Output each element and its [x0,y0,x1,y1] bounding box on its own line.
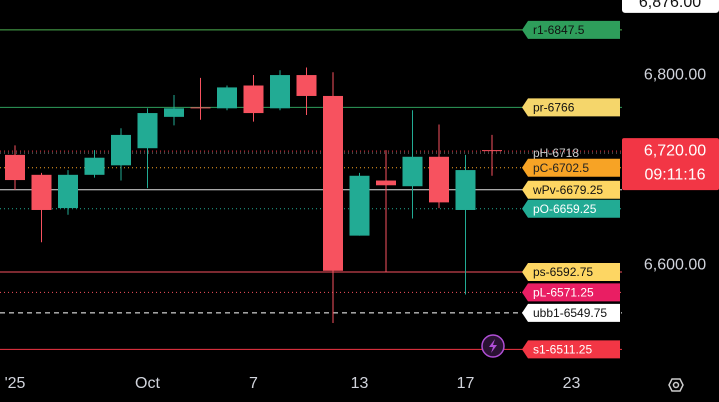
x-tick-label: Oct [135,375,160,392]
level-label: ps-6592.75 [533,265,593,279]
candle-body [31,174,52,210]
x-tick-label: 13 [351,375,369,392]
candle-body [323,95,343,271]
x-tick-label: '25 [5,375,26,392]
level-label: pr-6766 [533,101,575,115]
level-label: pH-6718 [533,146,579,160]
settings-icon[interactable] [668,378,684,392]
y-tick-label: 6,600.00 [644,256,706,273]
candle-body [137,113,158,149]
candle-body [243,85,264,114]
candle-body [190,107,211,109]
candle-body [111,134,131,166]
level-label: ubb1-6549.75 [533,306,607,320]
level-label-bg [522,98,620,117]
level-label: s1-6511.25 [533,343,592,357]
alert-icon[interactable] [481,334,505,358]
candle-body [84,157,105,175]
current-price-bg [622,138,719,191]
level-label-bg [522,199,620,218]
candle-body [217,87,237,109]
countdown-label: 09:11:16 [644,166,705,183]
level-label-bg [522,20,620,39]
candle-body [296,75,317,96]
candle-body [164,108,184,117]
level-label-bg [522,283,620,302]
level-label: pO-6659.25 [533,202,597,216]
candle-body [376,180,396,186]
candle-body [482,150,502,152]
level-label-bg [522,158,620,177]
candle-body [5,154,25,181]
axis-high-label-bg [622,0,719,13]
candle-body [349,175,370,236]
level-label-bg [522,180,620,199]
y-tick-label: 6,800.00 [644,66,706,83]
candle-body [402,156,423,187]
x-tick-label: 7 [249,375,258,392]
y-tick-label: 6,876.00 [639,0,701,11]
candle-body [58,174,78,209]
current-price-label: 6,720.00 [644,142,706,159]
x-tick-label: 23 [563,375,581,392]
x-tick-label: 17 [457,375,475,392]
level-label-bg [522,262,620,281]
candle-body [455,170,476,210]
candle-body [270,75,290,109]
level-label: wPv-6679.25 [532,183,603,197]
level-label: pC-6702.5 [533,161,589,175]
level-label-bg [522,303,620,322]
level-label: pL-6571.25 [533,286,594,300]
candle-body [429,156,449,203]
level-label: r1-6847.5 [533,23,585,37]
level-label-bg [522,340,620,359]
